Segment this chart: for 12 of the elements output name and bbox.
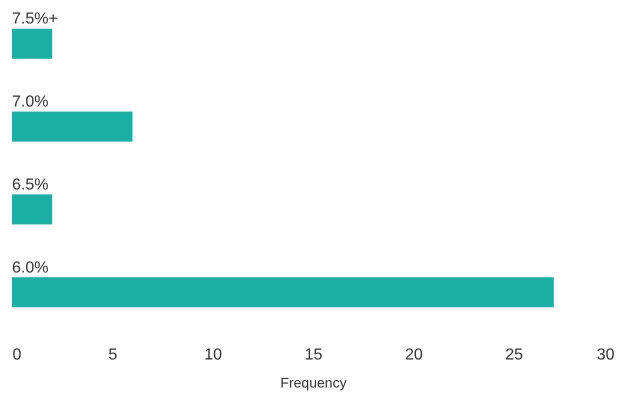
x-axis-title: Frequency xyxy=(280,374,347,390)
y-tick-label: 7.0% xyxy=(12,94,48,111)
x-tick-label: 25 xyxy=(505,346,524,364)
y-tick-label: 7.5%+ xyxy=(12,10,58,28)
x-tick-label: 15 xyxy=(304,346,322,364)
x-tick-label: 10 xyxy=(204,346,222,364)
x-tick-label: 5 xyxy=(108,346,118,364)
x-tick-label: 20 xyxy=(404,346,423,364)
x-tick-label: 0 xyxy=(12,346,22,364)
y-tick-label: 6.5% xyxy=(12,176,48,194)
x-tick-label: 30 xyxy=(596,346,615,364)
y-tick-label: 6.0% xyxy=(12,259,48,276)
